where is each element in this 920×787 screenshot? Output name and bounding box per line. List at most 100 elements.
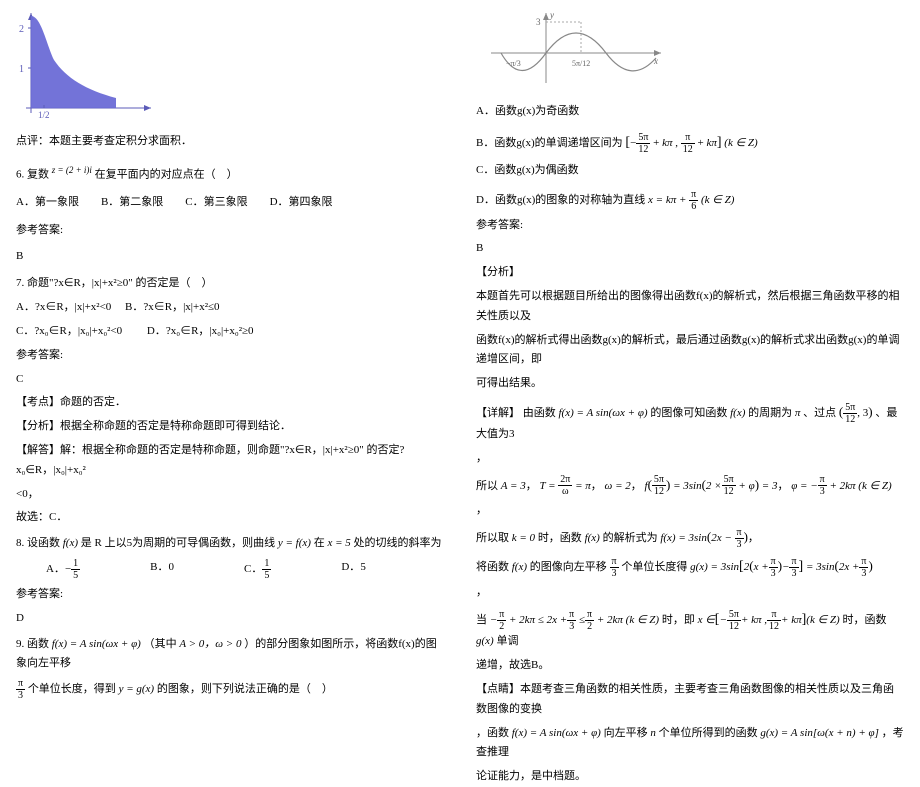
dp-line2: ，函数 f(x) = A sin(ωx + φ) 向左平移 n 个单位所得到的函… bbox=[476, 724, 904, 764]
d-line1: 【详解】 由函数 f(x) = A sin(ωx + φ) 的图像可知函数 f(… bbox=[476, 400, 904, 445]
d-line4: 将函数 f(x) 的图像向左平移 π3 个单位长度得 g(x) = 3sin[2… bbox=[476, 554, 904, 579]
q8-m1: 是 R 上以5为周期的可导偶函数，则曲线 bbox=[81, 537, 275, 549]
fenxi9-2: 函数f(x)的解析式得出函数g(x)的解析式，最后通过函数g(x)的解析式求出函… bbox=[476, 331, 904, 371]
q8-yfx: y = f(x) bbox=[278, 537, 311, 549]
q7-row2: C．?x₀∈R，|x₀|+x₀²<0 D．?x₀∈R，|x₀|+x₀²≥0 bbox=[16, 322, 444, 342]
q9-shift-num: π bbox=[16, 678, 25, 690]
d1-T: π bbox=[795, 407, 801, 419]
q7-answer-label: 参考答案: bbox=[16, 346, 444, 366]
d4-g1rd: 3 bbox=[789, 568, 798, 579]
q6-stem: 6. 复数 z = (2 + i)i 在复平面内的对应点在（ ） bbox=[16, 162, 444, 185]
d2-phin: π bbox=[818, 474, 827, 486]
svg-text:1: 1 bbox=[19, 64, 24, 75]
svg-text:−π/3: −π/3 bbox=[506, 59, 521, 68]
q8-D: D．5 bbox=[341, 558, 365, 581]
q5-comment: 点评：本题主要考查定积分求面积． bbox=[16, 132, 444, 152]
d2-rinr: + φ bbox=[738, 480, 754, 492]
optB-prefix: B．函数g(x)的单调递增区间为 bbox=[476, 137, 623, 149]
d3-p2: 时，函数 bbox=[538, 532, 582, 544]
q7-jieda3: 故选：C． bbox=[16, 508, 444, 528]
d5-p2: 时，即 bbox=[662, 614, 695, 626]
q9-fx: f(x) = A sin(ωx + φ) bbox=[52, 638, 141, 650]
detail-h: 【详解】 bbox=[476, 407, 520, 419]
q8-C-den: 5 bbox=[262, 570, 271, 581]
d1-p4: 、过点 bbox=[803, 407, 836, 419]
q8-lD: D． bbox=[341, 561, 360, 573]
d2-Tr: = π bbox=[575, 480, 591, 492]
d5-ll: − bbox=[490, 614, 497, 626]
svg-text:y: y bbox=[549, 10, 554, 20]
q7-jieda2: <0， bbox=[16, 485, 444, 505]
ans9-label: 参考答案: bbox=[476, 216, 904, 236]
d2-fin: 5π bbox=[652, 474, 666, 486]
q9-prefix: 9. 函数 bbox=[16, 638, 49, 650]
dp2-n: n bbox=[650, 727, 656, 739]
svg-text:2: 2 bbox=[19, 24, 24, 35]
q8-B-val: 0 bbox=[169, 561, 175, 573]
dp2-p1: ，函数 bbox=[476, 727, 509, 739]
d-line5: 当 −π2 + 2kπ ≤ 2x +π3 ≤π2 + 2kπ (k ∈ Z) 时… bbox=[476, 607, 904, 652]
dp2-gx: g(x) = A sin[ω(x + n) + φ] bbox=[760, 727, 879, 739]
dp2-p3: 个单位所得到的函数 bbox=[659, 727, 758, 739]
q9-ygx: y = g(x) bbox=[119, 683, 155, 695]
q6-answer: B bbox=[16, 247, 444, 267]
d2-fid: 12 bbox=[652, 486, 666, 497]
optA: A．函数g(x)为奇函数 bbox=[476, 102, 904, 122]
d4-gl: g(x) = 3sin bbox=[690, 561, 739, 573]
dp-line3: 论证能力，是中档题。 bbox=[476, 767, 904, 787]
d2-c2: ， bbox=[591, 480, 602, 492]
d5-xrd: 12 bbox=[767, 621, 781, 632]
q6-choices: A．第一象限 B．第二象限 C．第三象限 D．第四象限 bbox=[16, 193, 444, 213]
q7-choiceC: C．?x₀∈R，|x₀|+x₀²<0 bbox=[16, 325, 122, 337]
d2-Tl: T = bbox=[539, 480, 555, 492]
d4-g1ind: 3 bbox=[769, 568, 778, 579]
optB-rn: π bbox=[681, 132, 695, 144]
optD-k: (k ∈ Z) bbox=[701, 194, 734, 206]
q7-fenxi: 【分析】根据全称命题的否定是特称命题即可得到结论． bbox=[16, 417, 444, 437]
right-column: 3 −π/3 5π/12 x y A．函数g(x)为奇函数 B．函数g(x)的单… bbox=[460, 0, 920, 651]
d4-g1rn: π bbox=[789, 556, 798, 568]
d1-ptn: 5π bbox=[843, 402, 857, 414]
d5-mn: π bbox=[567, 609, 576, 621]
svg-text:3: 3 bbox=[536, 17, 541, 27]
d5-rd: 2 bbox=[585, 621, 594, 632]
d5-xrr: + kπ bbox=[781, 614, 802, 626]
q7-jieda1: 【解答】解：根据全称命题的否定是特称命题，则命题"?x∈R，|x|+x²≥0" … bbox=[16, 441, 444, 481]
q9-m1: （其中 bbox=[144, 638, 177, 650]
dp1: 本题考查三角函数的相关性质，主要考查三角函数图像的相关性质以及三角函数图像的变换 bbox=[476, 683, 894, 715]
d2-A: A = 3 bbox=[501, 480, 526, 492]
d3-resd: 3 bbox=[735, 539, 744, 550]
d2-w: ω = 2 bbox=[605, 480, 631, 492]
q7-answer: C bbox=[16, 370, 444, 390]
d2-rind: 12 bbox=[722, 486, 736, 497]
d1-fx: f(x) = A sin(ωx + φ) bbox=[559, 407, 648, 419]
optD: D．函数g(x)的图象的对称轴为直线 x = kπ + π6 (k ∈ Z) bbox=[476, 189, 904, 212]
d-line4b: ， bbox=[476, 583, 904, 603]
q8-answer-label: 参考答案: bbox=[16, 585, 444, 605]
q9-shift-den: 3 bbox=[16, 690, 25, 701]
d3-resin: 2x − bbox=[711, 532, 732, 544]
q9-tail: 个单位长度，得到 bbox=[28, 683, 116, 695]
d2-rinl: 2 × bbox=[706, 480, 722, 492]
optD-d: 6 bbox=[689, 201, 698, 212]
d5-xrn: π bbox=[767, 609, 781, 621]
q8-lA: A． bbox=[46, 563, 65, 575]
d2-phil: φ = − bbox=[791, 480, 817, 492]
svg-text:1/2: 1/2 bbox=[38, 110, 50, 118]
d4-nd: 3 bbox=[610, 568, 619, 579]
fenxi9-3: 可得出结果。 bbox=[476, 374, 904, 394]
fenxi9-1: 本题首先可以根据题目所给出的图像得出函数f(x)的解析式，然后根据三角函数平移的… bbox=[476, 287, 904, 327]
integral-area-chart: 1 2 1/2 bbox=[16, 8, 156, 118]
q8-choices: A．−15 B．0 C．15 D．5 bbox=[46, 558, 444, 581]
d1-p2: 的图像可知函数 bbox=[650, 407, 727, 419]
optB-k: (k ∈ Z) bbox=[724, 137, 757, 149]
d1-p1: 由函数 bbox=[523, 407, 556, 419]
q8-A-num: 1 bbox=[71, 558, 80, 570]
d3-k0: k = 0 bbox=[512, 532, 535, 544]
d-line2: 所以 A = 3， T = 2πω = π， ω = 2， f(5π12) = … bbox=[476, 473, 904, 498]
optB-ld: 12 bbox=[636, 144, 650, 155]
q6-answer-label: 参考答案: bbox=[16, 221, 444, 241]
d2-phid: 3 bbox=[818, 486, 827, 497]
d-line5b: 递增，故选B。 bbox=[476, 656, 904, 676]
d4-p1: 将函数 bbox=[476, 561, 509, 573]
